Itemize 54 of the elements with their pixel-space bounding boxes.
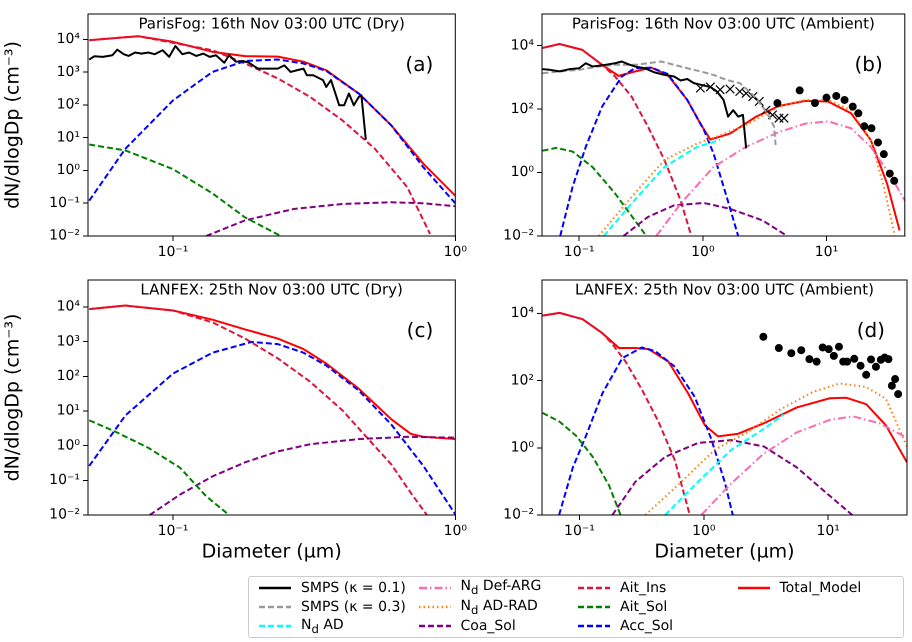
legend-label: SMPS (κ = 0.3): [301, 598, 406, 615]
x-tick-label: 10⁰: [691, 244, 715, 260]
x-tick-label: 10⁻¹: [564, 244, 595, 260]
y-tick-label: 10⁴: [510, 37, 534, 54]
x-tick-label: 10¹: [816, 523, 840, 540]
legend-label: Ait_Ins: [620, 580, 666, 596]
legend-label: N$_{d}$ Def-ARG: [460, 578, 542, 598]
y-axis-title: dN/dlogDp (cm⁻³): [1, 41, 24, 209]
x-axis-title: Diameter (µm): [654, 540, 795, 563]
y-tick-label: 10⁴: [56, 298, 80, 315]
x-tick-label: 10⁻¹: [158, 244, 188, 260]
legend-label: SMPS (κ = 0.1): [301, 580, 406, 596]
y-tick-label: 10¹: [56, 402, 80, 419]
chart-title: LANFEX: 25th Nov 03:00 UTC (Ambient): [574, 280, 874, 298]
chart-title: ParisFog: 16th Nov 03:00 UTC (Ambient): [572, 14, 875, 32]
legend-label: Total_Model: [780, 580, 862, 596]
y-tick-label: 10²: [510, 100, 534, 117]
y-tick-label: 10⁰: [56, 437, 80, 454]
y-tick-label: 10⁻²: [49, 506, 80, 523]
legend-label: Coa_Sol: [460, 618, 516, 634]
annotation: (c): [406, 318, 434, 342]
y-tick-label: 10⁰: [56, 162, 80, 178]
annotation: (a): [405, 52, 434, 76]
x-tick-label: 10¹: [814, 244, 838, 260]
y-tick-label: 10⁻²: [503, 228, 534, 244]
y-tick-label: 10⁴: [56, 31, 80, 48]
x-tick-label: 10⁰: [444, 523, 468, 540]
annotation: (b): [854, 52, 883, 76]
y-tick-label: 10⁰: [510, 164, 534, 180]
y-tick-label: 10⁰: [510, 440, 534, 456]
y-tick-label: 10⁻¹: [49, 472, 80, 488]
chart-title: LANFEX: 25th Nov 03:00 UTC (Dry): [140, 280, 403, 298]
y-tick-label: 10²: [510, 372, 534, 388]
legend-label: Ait_Sol: [620, 598, 668, 615]
legend-label: Acc_Sol: [620, 618, 674, 634]
y-tick-label: 10⁻²: [49, 228, 80, 244]
y-tick-label: 10³: [56, 333, 80, 350]
y-tick-label: 10⁻²: [503, 506, 534, 523]
x-tick-label: 10⁻¹: [158, 523, 188, 540]
legend-label: N$_{d}$ AD-RAD: [460, 598, 538, 616]
x-tick-label: 10⁻¹: [564, 523, 595, 540]
y-tick-label: 10²: [56, 368, 80, 384]
y-tick-label: 10⁴: [510, 305, 534, 322]
y-tick-label: 10⁻¹: [49, 194, 80, 211]
x-tick-label: 10⁰: [692, 523, 716, 540]
x-tick-label: 10⁰: [444, 244, 468, 260]
chart-title: ParisFog: 16th Nov 03:00 UTC (Dry): [138, 14, 405, 32]
y-tick-label: 10¹: [56, 129, 80, 146]
legend-label: N$_{d}$ AD: [301, 616, 344, 636]
y-axis-title: dN/dlogDp (cm⁻³): [1, 314, 24, 482]
y-tick-label: 10³: [56, 64, 80, 80]
x-axis-title: Diameter (µm): [202, 540, 342, 563]
y-tick-label: 10²: [56, 96, 80, 113]
annotation: (d): [856, 318, 885, 342]
